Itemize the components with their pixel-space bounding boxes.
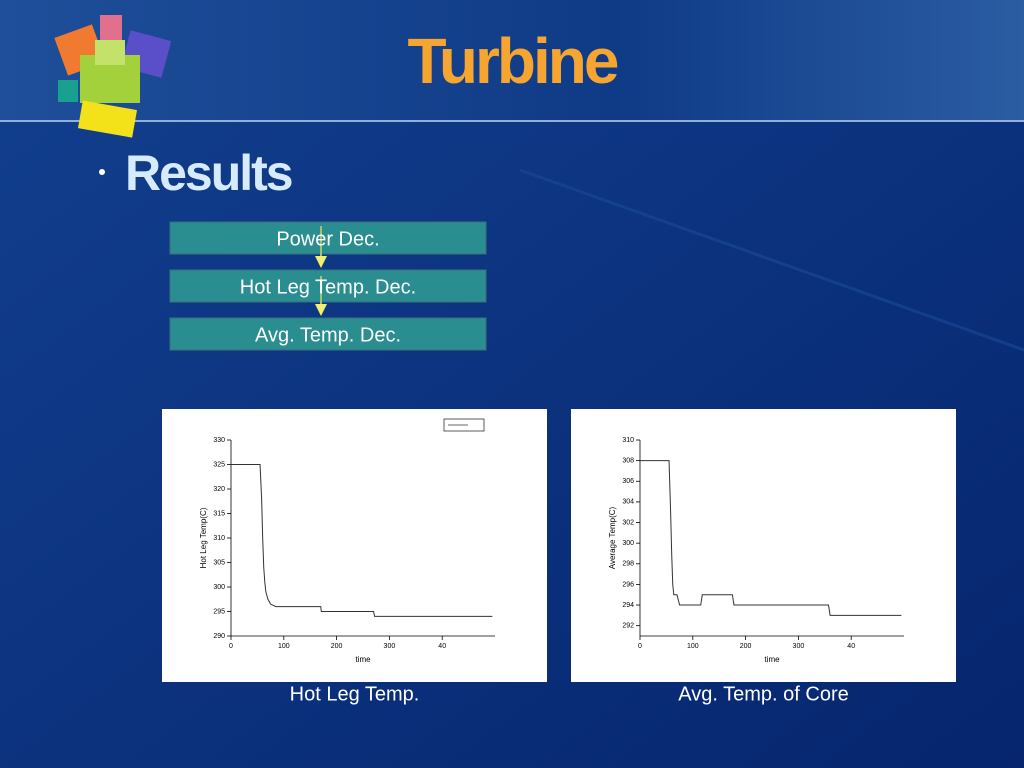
x-tick-label: 100 bbox=[278, 643, 290, 650]
x-tick-label: 100 bbox=[687, 643, 699, 650]
flow: Power Dec. Hot Leg Temp. Dec. Avg. Temp.… bbox=[169, 221, 487, 351]
chart-caption: Hot Leg Temp. bbox=[290, 683, 420, 705]
slide-title: Turbine bbox=[408, 25, 618, 97]
x-tick-label: 300 bbox=[384, 643, 396, 650]
y-axis-label: Average Temp(C) bbox=[608, 506, 617, 569]
y-tick-label: 300 bbox=[213, 584, 225, 591]
header-band bbox=[0, 0, 1024, 120]
y-tick-label: 308 bbox=[622, 457, 634, 464]
chart-background bbox=[162, 409, 547, 682]
y-tick-label: 295 bbox=[213, 608, 225, 615]
y-tick-label: 300 bbox=[622, 540, 634, 547]
legend-box bbox=[443, 418, 485, 432]
flow-label: Avg. Temp. Dec. bbox=[255, 324, 401, 346]
line bbox=[640, 460, 902, 616]
x-tick-label: 40 bbox=[847, 643, 855, 650]
flow-arrow bbox=[315, 256, 327, 268]
chart-background bbox=[571, 409, 956, 682]
x-axis-label: time bbox=[764, 655, 780, 664]
y-tick-label: 290 bbox=[213, 633, 225, 640]
y-tick-label: 306 bbox=[622, 478, 634, 485]
flow-label: Hot Leg Temp. Dec. bbox=[240, 276, 416, 298]
chart: 290 295 300 305 310 315 320 325 330 0 100 200 300 40 t… bbox=[162, 409, 547, 705]
y-tick-label: 296 bbox=[622, 581, 634, 588]
flow-box bbox=[169, 269, 487, 303]
y-tick-label: 302 bbox=[622, 519, 634, 526]
y-tick-label: 325 bbox=[213, 461, 225, 468]
flow-box bbox=[169, 317, 487, 351]
y-tick-label: 292 bbox=[622, 623, 634, 630]
x-tick-label: 0 bbox=[229, 643, 233, 650]
y-tick-label: 320 bbox=[213, 486, 225, 493]
flow-arrow bbox=[315, 304, 327, 316]
bullet-dot bbox=[99, 169, 105, 175]
y-axis-label: Hot Leg Temp(C) bbox=[199, 507, 208, 568]
y-tick-label: 315 bbox=[213, 510, 225, 517]
x-tick-label: 300 bbox=[793, 643, 805, 650]
chart-caption: Avg. Temp. of Core bbox=[678, 683, 848, 705]
flow-box bbox=[169, 221, 487, 255]
y-tick-label: 304 bbox=[622, 499, 634, 506]
flow-label: Power Dec. bbox=[276, 228, 379, 250]
y-tick-label: 310 bbox=[622, 437, 634, 444]
decor-line bbox=[519, 168, 1024, 352]
x-tick-label: 200 bbox=[331, 643, 343, 650]
chart: 292 294 296 298 300 302 304 306 308 310 0 100 200 300… bbox=[571, 409, 956, 705]
x-tick-label: 0 bbox=[638, 643, 642, 650]
logo bbox=[54, 15, 172, 138]
line bbox=[231, 464, 493, 617]
y-tick-label: 298 bbox=[622, 561, 634, 568]
y-tick-label: 294 bbox=[622, 602, 634, 609]
y-tick-label: 330 bbox=[213, 437, 225, 444]
x-tick-label: 40 bbox=[438, 643, 446, 650]
y-tick-label: 305 bbox=[213, 559, 225, 566]
y-tick-label: 310 bbox=[213, 535, 225, 542]
bullet-text: Results bbox=[125, 145, 292, 201]
x-axis-label: time bbox=[355, 655, 371, 664]
x-tick-label: 200 bbox=[740, 643, 752, 650]
